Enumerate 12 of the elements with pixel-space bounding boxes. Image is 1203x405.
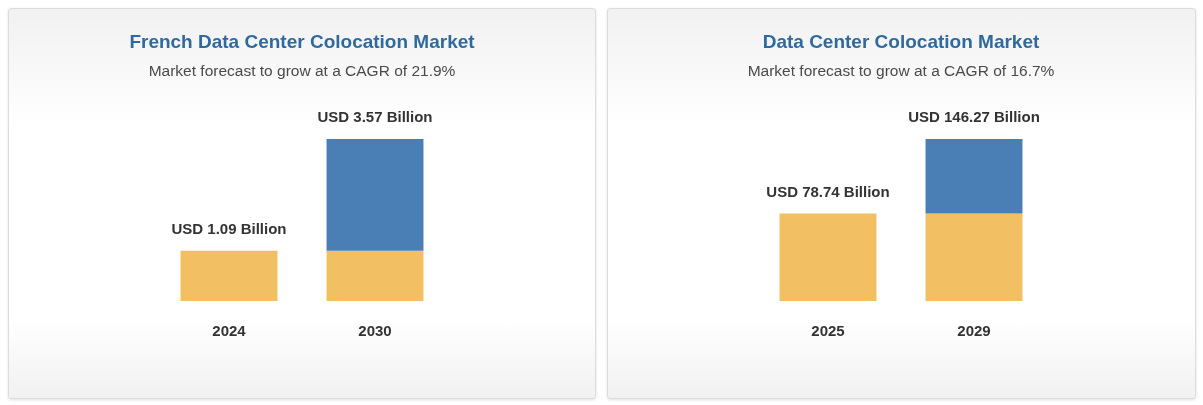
x-tick-label: 2029: [957, 321, 991, 339]
total-label: USD 3.57 Billion: [317, 108, 433, 125]
total-label: USD 1.09 Billion: [171, 219, 287, 237]
total-label: USD 146.27 Billion: [908, 108, 1040, 125]
chart-title: French Data Center Colocation Market: [129, 30, 476, 52]
chart-subtitle: Market forecast to grow at a CAGR of 16.7%: [747, 61, 1055, 79]
x-tick-label: 2025: [811, 321, 845, 339]
total-label: USD 78.74 Billion: [766, 182, 890, 200]
x-tick-label: 2030: [358, 321, 392, 339]
chart-title: Data Center Colocation Market: [762, 30, 1040, 52]
chart-subtitle: Market forecast to grow at a CAGR of 21.9%: [148, 61, 456, 79]
x-tick-label: 2024: [212, 321, 247, 339]
